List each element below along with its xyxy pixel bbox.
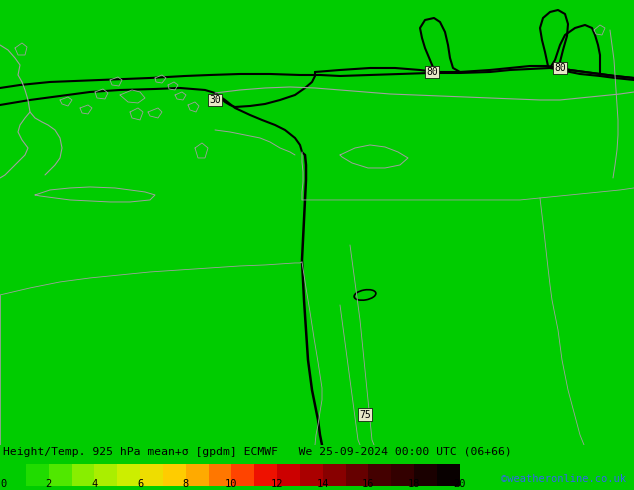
Bar bbox=[277, 464, 300, 487]
Bar bbox=[209, 464, 231, 487]
Text: 10: 10 bbox=[225, 479, 238, 489]
Bar bbox=[231, 464, 254, 487]
Bar bbox=[72, 464, 94, 487]
Text: 75: 75 bbox=[359, 410, 371, 420]
Bar bbox=[94, 464, 117, 487]
Text: 80: 80 bbox=[426, 67, 438, 77]
Bar bbox=[186, 464, 209, 487]
Text: ©weatheronline.co.uk: ©weatheronline.co.uk bbox=[501, 474, 626, 484]
Text: Height/Temp. 925 hPa mean+σ [gpdm] ECMWF   We 25-09-2024 00:00 UTC (06+66): Height/Temp. 925 hPa mean+σ [gpdm] ECMWF… bbox=[3, 447, 512, 457]
Bar bbox=[140, 464, 163, 487]
Text: 18: 18 bbox=[408, 479, 420, 489]
Bar bbox=[346, 464, 368, 487]
Text: 30: 30 bbox=[209, 95, 221, 105]
Bar bbox=[437, 464, 460, 487]
Text: 0: 0 bbox=[0, 479, 6, 489]
Bar bbox=[254, 464, 277, 487]
Bar bbox=[26, 464, 49, 487]
Bar bbox=[3, 464, 26, 487]
Bar bbox=[368, 464, 391, 487]
Text: 80: 80 bbox=[554, 63, 566, 73]
Text: 4: 4 bbox=[91, 479, 98, 489]
Text: 6: 6 bbox=[137, 479, 143, 489]
Bar bbox=[323, 464, 346, 487]
Bar bbox=[117, 464, 140, 487]
Bar bbox=[414, 464, 437, 487]
Bar bbox=[49, 464, 72, 487]
Bar bbox=[391, 464, 414, 487]
Text: 12: 12 bbox=[271, 479, 283, 489]
Bar bbox=[300, 464, 323, 487]
Text: 14: 14 bbox=[316, 479, 329, 489]
Text: 8: 8 bbox=[183, 479, 189, 489]
Text: 2: 2 bbox=[46, 479, 52, 489]
Bar bbox=[163, 464, 186, 487]
Text: 20: 20 bbox=[453, 479, 466, 489]
Text: 16: 16 bbox=[362, 479, 375, 489]
